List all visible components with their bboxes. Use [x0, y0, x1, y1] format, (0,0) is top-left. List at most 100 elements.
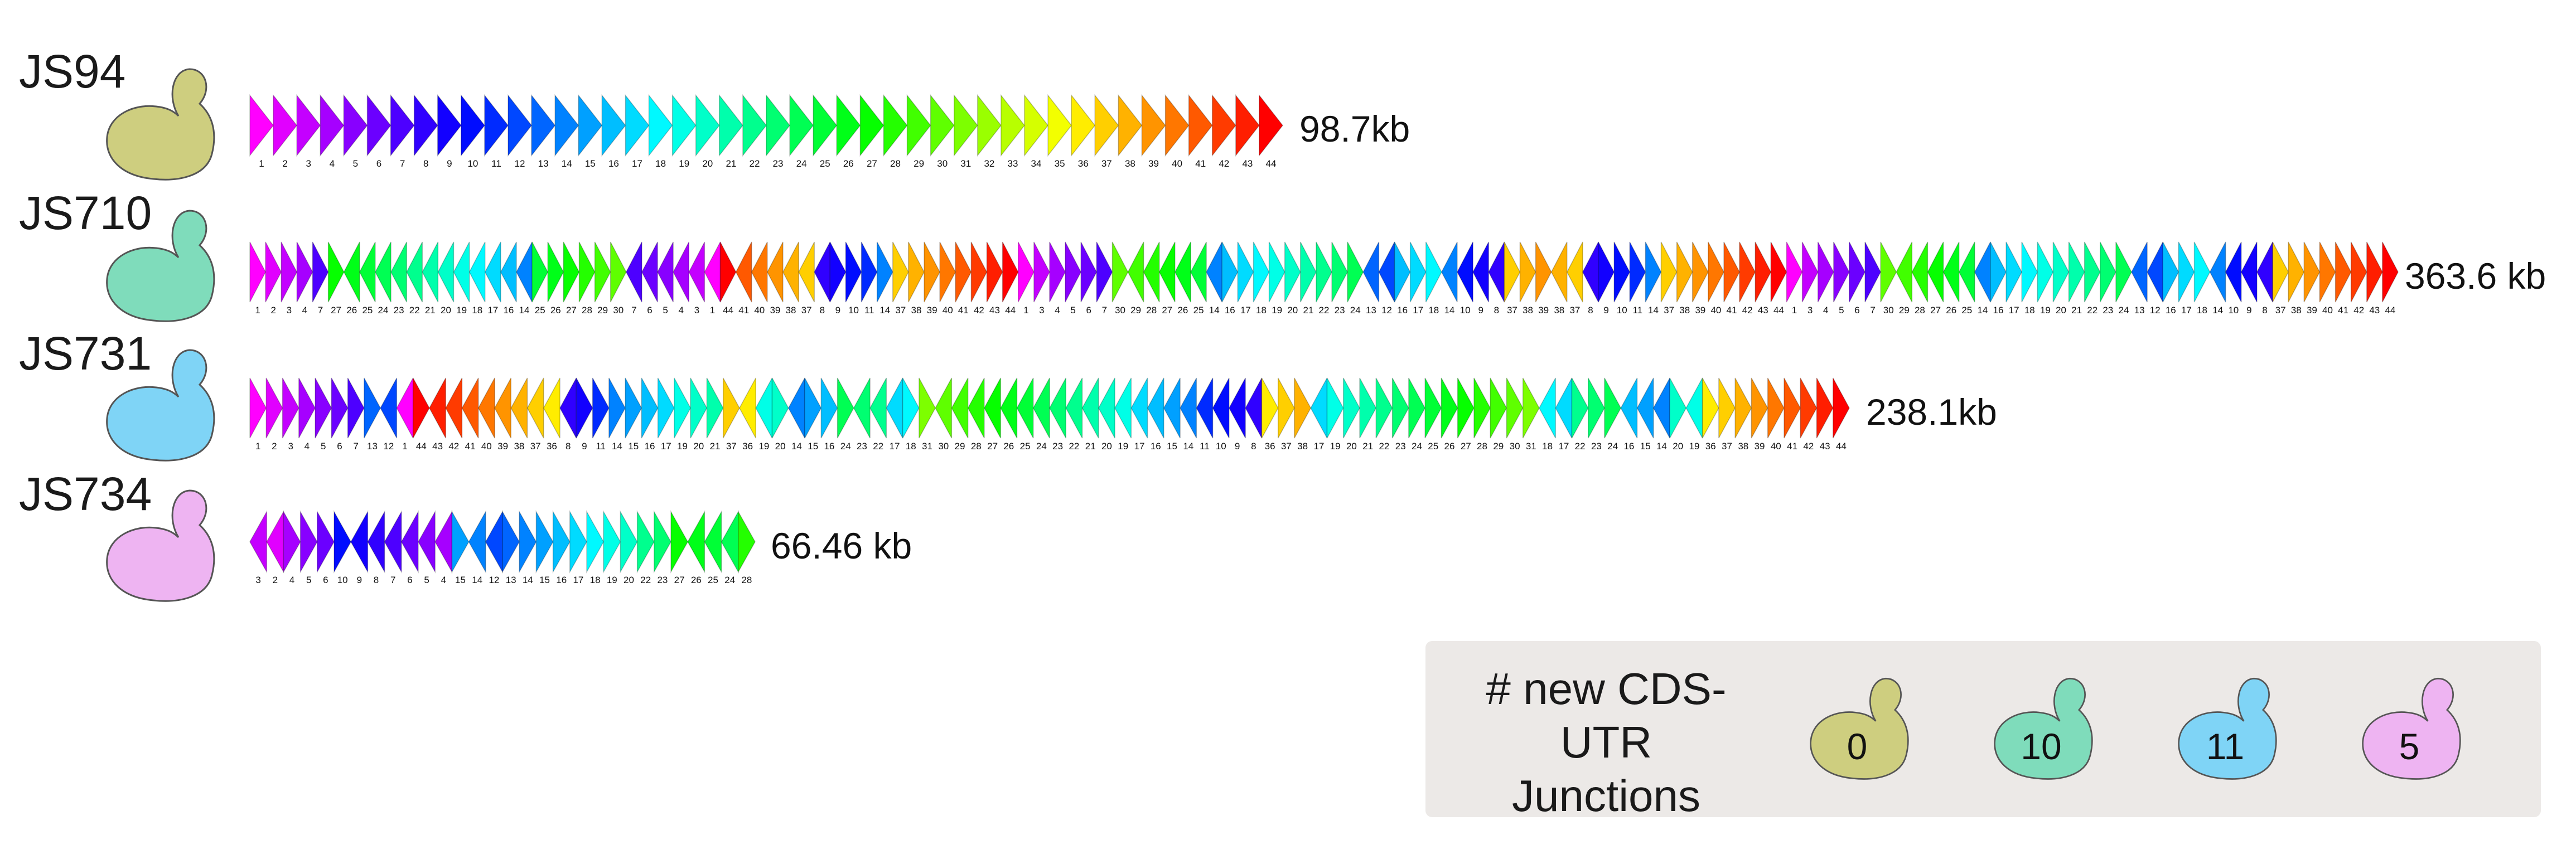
gene-arrow [296, 94, 321, 157]
legend-panel [1425, 641, 2541, 817]
gene-arrow [610, 241, 627, 303]
gene-arrow [1880, 241, 1897, 303]
gene-number-label: 29 [1493, 441, 1504, 452]
gene-arrow [657, 377, 675, 439]
gene-arrow [1691, 241, 1709, 303]
gene-number-label: 27 [1162, 305, 1172, 315]
gene-arrow [1424, 377, 1442, 439]
gene-number-label: 29 [1130, 305, 1141, 315]
gene-number-label: 25 [362, 305, 373, 315]
gene-arrow [1158, 241, 1176, 303]
gene-number-label: 23 [773, 158, 784, 169]
gene-arrow [1408, 377, 1425, 439]
gene-arrow [970, 241, 988, 303]
gene-number-label: 39 [2307, 305, 2317, 315]
gene-arrow [364, 377, 381, 439]
gene-arrow [281, 241, 298, 303]
gene-arrow [2178, 241, 2195, 303]
gene-arrow [1114, 377, 1132, 439]
gene-arrow [1130, 377, 1148, 439]
gene-number-label: 16 [824, 441, 834, 452]
gene-arrow [1669, 377, 1687, 439]
gene-arrow [502, 510, 520, 574]
gene-arrow [1141, 94, 1166, 157]
gene-arrow [1425, 241, 1442, 303]
gene-arrow [2115, 241, 2132, 303]
gene-arrow [767, 241, 784, 303]
gene-number-label: 17 [1240, 305, 1251, 315]
gene-arrow [298, 377, 316, 439]
legend-title: # new CDS-UTR Junctions [1444, 662, 1768, 823]
gene-number-label: 18 [472, 305, 482, 315]
gene-number-label: 7 [1870, 305, 1875, 315]
gene-arrow [320, 94, 345, 157]
gene-arrow [706, 377, 724, 439]
gene-number-label: 4 [1823, 305, 1828, 315]
gene-number-label: 16 [1993, 305, 2004, 315]
gene-number-label: 39 [1148, 158, 1159, 169]
gene-number-label: 4 [302, 305, 307, 315]
gene-arrow [837, 377, 854, 439]
gene-arrow [1300, 241, 1317, 303]
gene-arrow [2256, 241, 2273, 303]
gene-arrow [1734, 377, 1752, 439]
gene-arrow-group-js731: 1 2 3 4 5 6 7 13 12 1 44 43 42 41 40 39 38 37 36 8 9 11 14 15 16… [249, 377, 1850, 452]
gene-number-label: 41 [2338, 305, 2348, 315]
gene-number-label: 9 [835, 305, 840, 315]
yeast-cell-icon-js731 [106, 349, 215, 462]
gene-arrow [1268, 241, 1285, 303]
gene-arrow [315, 377, 332, 439]
gene-number-label: 15 [585, 158, 596, 169]
gene-arrow [735, 241, 752, 303]
gene-number-label: 27 [987, 441, 998, 452]
gene-number-label: 43 [989, 305, 1000, 315]
gene-number-label: 23 [2103, 305, 2113, 315]
gene-number-label: 6 [337, 441, 342, 452]
gene-arrow [789, 94, 814, 157]
gene-number-label: 24 [1036, 441, 1047, 452]
gene-arrow [955, 241, 972, 303]
gene-number-label: 28 [582, 305, 592, 315]
gene-arrow [1911, 241, 1929, 303]
gene-arrow [594, 241, 611, 303]
gene-number-label: 20 [1287, 305, 1298, 315]
gene-number-label: 21 [2071, 305, 2082, 315]
gene-number-label: 17 [487, 305, 498, 315]
gene-arrow [953, 94, 978, 157]
gene-number-label: 31 [1526, 441, 1536, 452]
gene-number-label: 14 [1209, 305, 1220, 315]
gene-arrow [2272, 241, 2289, 303]
gene-number-label: 1 [255, 441, 260, 452]
gene-arrow [2147, 241, 2163, 303]
gene-number-label: 1 [1023, 305, 1028, 315]
gene-arrow [935, 377, 953, 439]
gene-number-label: 44 [1005, 305, 1016, 315]
gene-arrow [1277, 377, 1295, 439]
gene-arrow [445, 377, 463, 439]
gene-arrow [1786, 241, 1803, 303]
gene-number-label: 22 [409, 305, 420, 315]
gene-number-label: 39 [770, 305, 780, 315]
gene-number-label: 44 [1836, 441, 1847, 452]
gene-number-label: 9 [1235, 441, 1240, 452]
gene-number-label: 27 [566, 305, 577, 315]
yeast-cell-shape [106, 349, 215, 462]
gene-arrow [1409, 241, 1427, 303]
gene-arrow [273, 94, 298, 157]
gene-number-label: 27 [867, 158, 877, 169]
gene-arrow [1118, 94, 1143, 157]
gene-number-label: 22 [640, 575, 651, 585]
gene-arrow [820, 377, 838, 439]
gene-arrow [1071, 94, 1096, 157]
gene-arrow [1375, 377, 1393, 439]
gene-number-label: 42 [1742, 305, 1753, 315]
gene-arrow [673, 241, 690, 303]
gene-number-label: 36 [1078, 158, 1089, 169]
gene-arrow [782, 241, 799, 303]
gene-arrow [380, 377, 398, 439]
gene-number-label: 38 [1738, 441, 1748, 452]
gene-number-label: 37 [1507, 305, 1517, 315]
gene-arrow [406, 241, 423, 303]
gene-arrow [508, 94, 533, 157]
